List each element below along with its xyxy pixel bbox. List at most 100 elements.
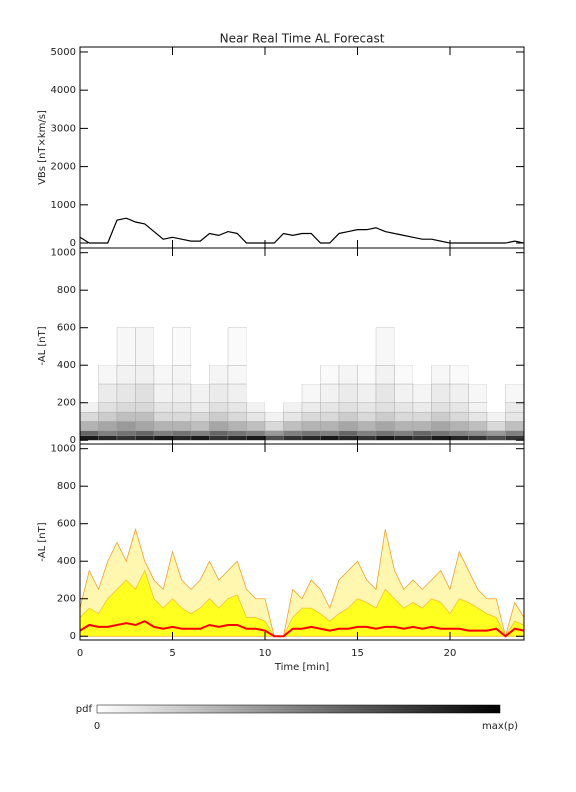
heat-cell: [190, 411, 210, 422]
heat-cell: [209, 383, 229, 403]
heat-cell: [264, 435, 284, 441]
y-tick-label: 600: [57, 323, 76, 334]
y-tick-label: 5000: [51, 47, 76, 58]
heat-cell: [486, 435, 506, 441]
heat-cell: [375, 383, 395, 403]
heat-cell: [394, 421, 414, 432]
colorbar-min: 0: [94, 721, 100, 732]
heat-cell: [375, 327, 395, 366]
heat-cell: [283, 430, 303, 436]
heat-cell: [190, 402, 210, 413]
heat-cell: [116, 411, 136, 422]
heat-cell: [246, 421, 266, 432]
heat-cell: [505, 421, 525, 432]
heat-cell: [190, 430, 210, 436]
heat-cell: [487, 402, 506, 413]
heat-cell: [135, 402, 155, 413]
heat-cell: [283, 327, 302, 366]
heat-cell: [339, 327, 358, 366]
heat-cell: [79, 435, 99, 441]
heat-cell: [264, 430, 284, 436]
heat-cell: [265, 383, 284, 403]
y-tick-label: 400: [57, 360, 76, 371]
heat-cell: [98, 365, 118, 385]
heat-cell: [431, 383, 451, 403]
heat-cell: [172, 327, 192, 366]
x-tick-label: 15: [351, 648, 364, 659]
y-tick-label: 0: [70, 238, 76, 249]
y-tick-label: 200: [57, 594, 76, 605]
heat-cell: [301, 402, 321, 413]
heat-cell: [246, 411, 266, 422]
heat-cell: [265, 327, 284, 366]
heat-cell: [209, 365, 229, 385]
heat-cell: [80, 327, 99, 366]
heat-cell: [283, 421, 303, 432]
heat-cell: [301, 435, 321, 441]
heat-cell: [450, 327, 469, 366]
heat-cell: [431, 327, 450, 366]
heat-cell: [190, 383, 210, 403]
heat-cell: [431, 365, 451, 385]
heat-cell: [338, 411, 358, 422]
heat-cell: [431, 411, 451, 422]
heat-cell: [486, 421, 506, 432]
heat-cell: [375, 430, 395, 436]
heat-cell: [301, 411, 321, 422]
heat-cell: [246, 327, 265, 366]
heat-cell: [190, 421, 210, 432]
heat-cell: [505, 435, 525, 441]
heat-cell: [172, 365, 192, 385]
heat-cell: [468, 327, 487, 366]
y-tick-label: 0: [70, 435, 76, 446]
heat-cell: [283, 435, 303, 441]
heat-cell: [375, 402, 395, 413]
heat-cell: [135, 383, 155, 403]
heat-cell: [264, 421, 284, 432]
y-tick-label: 800: [57, 285, 76, 296]
heat-cell: [413, 327, 432, 366]
colorbar: [96, 704, 501, 714]
heat-cell: [227, 421, 247, 432]
y-tick-label: 3000: [51, 123, 76, 134]
heat-cell: [505, 383, 525, 403]
heat-cell: [153, 430, 173, 436]
heat-cell: [320, 411, 340, 422]
heat-cell: [98, 411, 118, 422]
median-line: [79, 620, 525, 638]
heat-cell: [172, 411, 192, 422]
heat-cell: [116, 383, 136, 403]
y-tick-label: 2000: [51, 162, 76, 173]
heat-cell: [449, 430, 469, 436]
heat-cell: [135, 411, 155, 422]
heat-cell: [265, 365, 284, 384]
heat-cell: [431, 402, 451, 413]
heat-cell: [80, 365, 99, 384]
heat-cell: [449, 435, 469, 441]
heat-cell: [449, 383, 469, 403]
heat-cell: [153, 402, 173, 413]
heat-cell: [98, 402, 118, 413]
heat-cell: [449, 411, 469, 422]
heat-cell: [283, 383, 302, 403]
heat-cell: [412, 383, 432, 403]
heat-cell: [320, 383, 340, 403]
y-axis-label: VBs [nT×km/s]: [37, 110, 48, 185]
heat-cell: [172, 430, 192, 436]
heat-cell: [172, 383, 192, 403]
heat-cell: [338, 383, 358, 403]
heat-cell: [338, 402, 358, 413]
chart-title: Near Real Time AL Forecast: [220, 32, 385, 46]
heat-cell: [154, 327, 173, 366]
heat-cell: [338, 430, 358, 436]
heat-cell: [227, 327, 247, 366]
heat-cell: [394, 430, 414, 436]
heat-cell: [320, 402, 340, 413]
heat-cell: [394, 402, 414, 413]
heat-cell: [98, 435, 118, 441]
heat-cell: [468, 421, 488, 432]
heat-cell: [227, 435, 247, 441]
heat-cell: [357, 430, 377, 436]
heat-cell: [98, 430, 118, 436]
heat-cell: [246, 430, 266, 436]
